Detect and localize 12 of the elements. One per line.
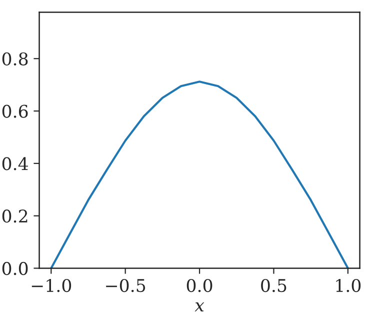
line-series (50, 80, 349, 268)
x-tick-label: −1.0 (32, 278, 72, 292)
x-tick-label: 0.5 (261, 278, 286, 292)
x-tick-label: −0.5 (106, 278, 146, 292)
x-tick-label: 0.0 (186, 278, 212, 292)
y-tick-label: 0.6 (2, 104, 28, 118)
x-tick-label: 1.0 (336, 278, 361, 292)
y-tick-label: 0.0 (2, 262, 28, 276)
y-tick-label: 0.4 (2, 157, 28, 170)
x-axis-title: x (194, 302, 204, 312)
y-tick-label: 0.2 (2, 210, 28, 223)
y-tick-label: 0.8 (2, 52, 28, 66)
